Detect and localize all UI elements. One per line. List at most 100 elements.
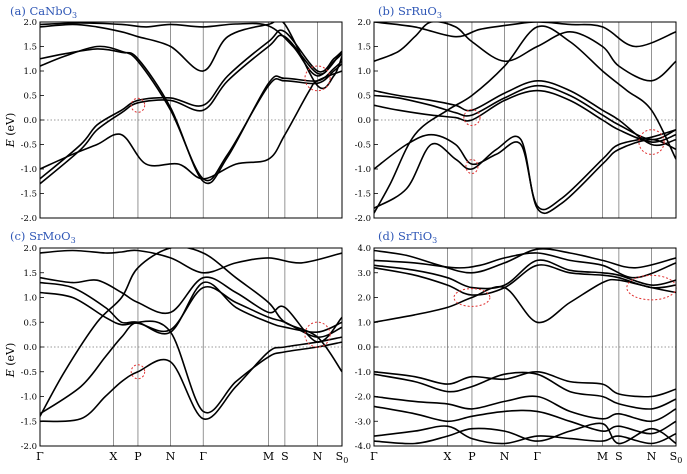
band-c1 (374, 278, 676, 324)
ytick-label: -0.5 (355, 141, 371, 151)
kpoint-label-0: Γ (36, 450, 44, 463)
highlight-circle-1 (304, 65, 331, 92)
ytick-label: -2.0 (21, 442, 37, 452)
band-b5 (40, 22, 342, 90)
ytick-label: -1.0 (355, 165, 371, 175)
band-c3 (374, 259, 676, 290)
kpoint-label-4: Γ (199, 450, 207, 463)
kpoint-label-3: N (500, 450, 510, 463)
ytick-label: 0.5 (357, 92, 371, 102)
kpoint-label-6: S (281, 450, 289, 463)
band-b7 (374, 25, 676, 214)
band-v6 (374, 422, 676, 445)
highlight-circle-1 (465, 159, 479, 175)
ytick-label: 0.5 (23, 318, 37, 328)
band-v3 (374, 395, 676, 423)
ytick-label: 0.0 (23, 343, 37, 353)
ytick-label: -4.0 (355, 442, 371, 452)
ytick-label: 2.0 (357, 18, 371, 28)
band-b7 (40, 248, 342, 417)
band-lines (374, 248, 676, 445)
ytick-label: -1.0 (21, 393, 37, 403)
band-lines (40, 22, 342, 185)
highlight-circle-2 (638, 129, 665, 155)
band-v5 (374, 425, 676, 445)
ytick-label: -1.0 (355, 368, 371, 378)
highlight-circle-0 (130, 364, 146, 380)
band-b5 (374, 79, 676, 147)
kpoint-label-6: S (615, 450, 623, 463)
highlight-circle-0 (453, 288, 491, 307)
ytick-label: 0.0 (357, 343, 371, 353)
ytick-label: -3.0 (355, 417, 371, 427)
kpoint-label-7: N (647, 450, 657, 463)
panel-d-srtio3: (d) SrTiO3 -4.0 -3.0 -2.0 -1.0 0.0 1.0 2.0 3.0 4… (355, 229, 683, 465)
highlight-circle-0 (463, 109, 481, 126)
band-lines (374, 22, 676, 215)
band-b3 (374, 89, 676, 143)
ytick-label: 1.0 (357, 67, 371, 77)
panel-b-srruo3: (b) SrRuO3 -2.0 -1.5 -1.0 -0.5 0.0 0.5 1.0 1.5 2… (355, 4, 677, 224)
ytick-label: -1.5 (21, 417, 37, 427)
ytick-label: 2.0 (23, 244, 37, 254)
kpoint-label-2: P (134, 450, 142, 463)
ytick-label: -2.0 (355, 214, 371, 224)
kpoint-label-1: X (444, 450, 452, 463)
band-b3 (40, 281, 342, 335)
band-b6 (40, 22, 342, 77)
ytick-label: 0.0 (357, 116, 371, 126)
band-lines (40, 248, 342, 423)
band-b2 (374, 129, 676, 211)
band-b4 (374, 84, 676, 141)
panel-b-title: (b) SrRuO3 (378, 4, 442, 20)
band-b1 (40, 336, 342, 423)
ytick-label: 2.0 (357, 294, 371, 304)
kpoint-label-4: Γ (533, 450, 541, 463)
ytick-label: 1.0 (23, 67, 37, 77)
band-b7 (40, 70, 342, 180)
highlight-circle-1 (304, 321, 331, 348)
panel-c-title: (c) SrMoO3 (10, 229, 76, 245)
kpoint-label-7: N (313, 450, 323, 463)
kpoint-label-2: P (468, 450, 476, 463)
ytick-label: 0.0 (23, 116, 37, 126)
band-b8 (374, 22, 676, 48)
highlight-circle-0 (130, 97, 146, 113)
y-axis-label: E (eV) (4, 113, 17, 149)
ytick-label: -1.5 (355, 190, 371, 200)
band-c4 (374, 252, 676, 279)
kpoint-label-5: M (263, 450, 274, 463)
band-b1 (40, 34, 342, 185)
ytick-label: 1.0 (357, 318, 371, 328)
ytick-label: 3.0 (357, 269, 371, 279)
kpoint-label-8: S0 (336, 450, 349, 465)
kpoint-label-5: M (597, 450, 608, 463)
ytick-label: 4.0 (357, 244, 371, 254)
ytick-label: 1.5 (357, 43, 371, 53)
band-v2 (374, 371, 676, 410)
ytick-label: 2.0 (23, 18, 37, 28)
ytick-label: 0.5 (23, 92, 37, 102)
ytick-label: -0.5 (21, 368, 37, 378)
panel-c-srmoo3: (c) SrMoO3 -2.0 -1.5 -1.0 -0.5 0.0 0.5 1.0 1.5 2… (4, 229, 348, 465)
panel-a-title: (a) CaNbO3 (10, 4, 77, 20)
kpoint-label-0: Γ (370, 450, 378, 463)
panel-a-canonbo3: (a) CaNbO3 -2.0 -1.5 -1.0 -0.5 0.0 0.5 1.0 1.5 2… (4, 4, 343, 224)
ytick-label: 1.0 (23, 294, 37, 304)
band-v4 (374, 405, 676, 435)
kpoint-label-1: X (110, 450, 118, 463)
y-axis-label: E (eV) (4, 343, 17, 379)
kpoint-label-8: S0 (670, 450, 683, 465)
band-v1 (374, 370, 676, 398)
band-b6 (40, 249, 342, 274)
kpoint-label-3: N (166, 450, 176, 463)
ytick-label: -0.5 (21, 141, 37, 151)
ytick-label: -1.0 (21, 165, 37, 175)
band-b1 (374, 135, 676, 215)
band-b5 (40, 276, 342, 343)
ytick-label: -2.0 (21, 214, 37, 224)
ytick-label: 1.5 (23, 43, 37, 53)
band-b6 (374, 22, 676, 82)
band-c5 (374, 248, 676, 274)
